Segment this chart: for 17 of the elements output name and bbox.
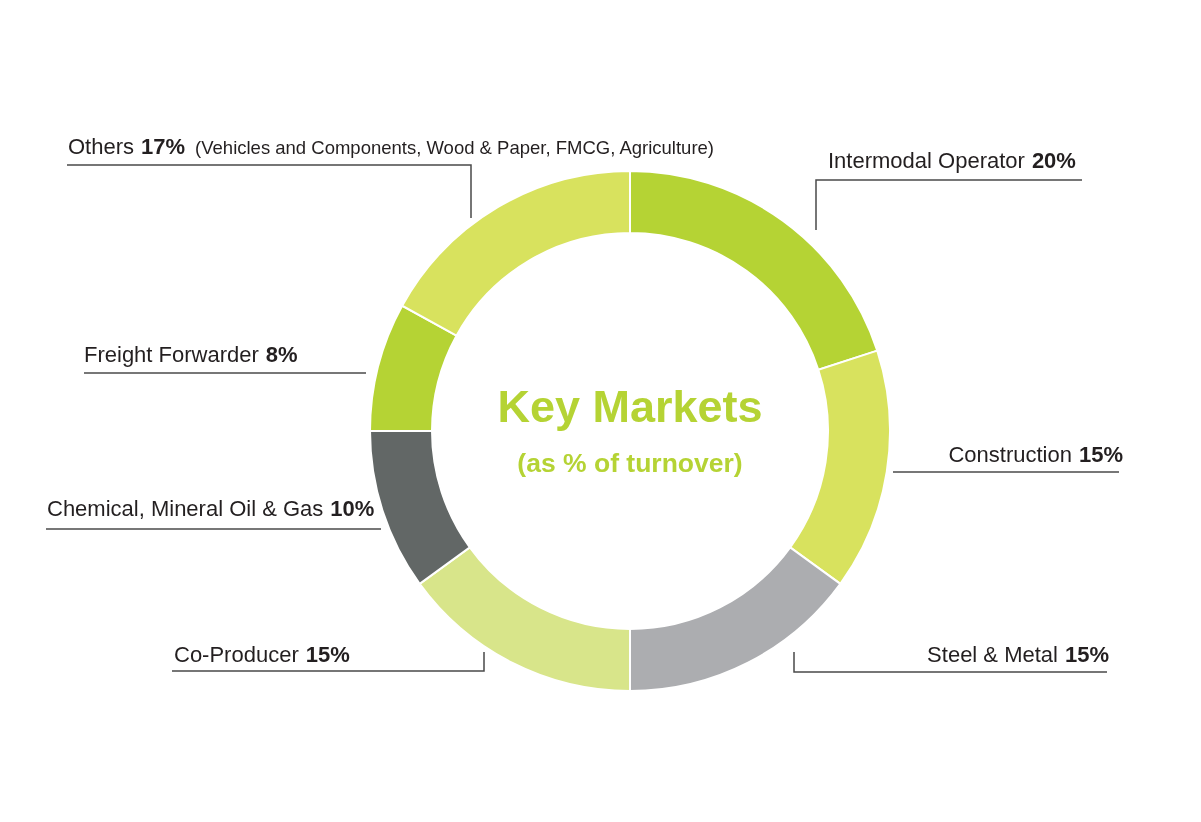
text: (as % of turnover) xyxy=(517,448,743,478)
text: (Vehicles and Components, Wood & Paper, FMCG, Agriculture) xyxy=(195,137,715,158)
slice-label: Chemical, Mineral Oil & Gas xyxy=(47,496,324,521)
slice-label: Steel & Metal xyxy=(927,642,1058,667)
text: Key Markets xyxy=(497,381,763,432)
data-label: 15% xyxy=(1078,442,1123,467)
slice-label: Others xyxy=(68,134,135,159)
data-label: 20% xyxy=(1031,148,1076,173)
slice-label: Co-Producer xyxy=(174,642,299,667)
slice-label: Construction xyxy=(948,442,1072,467)
data-label: 10% xyxy=(330,496,375,521)
slice-label: Freight Forwarder xyxy=(84,342,259,367)
data-label: 17% xyxy=(141,134,186,159)
data-label: 15% xyxy=(305,642,350,667)
data-label: 8% xyxy=(265,342,298,367)
data-label: 15% xyxy=(1064,642,1109,667)
slice-label: Intermodal Operator xyxy=(828,148,1025,173)
